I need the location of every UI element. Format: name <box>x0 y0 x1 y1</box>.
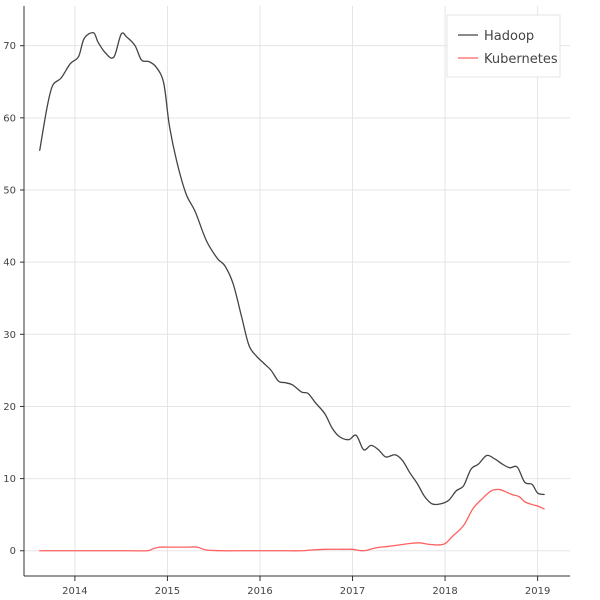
legend-box <box>446 14 561 78</box>
legend-label-kubernetes: Kubernetes <box>484 52 558 67</box>
x-tick-label: 2015 <box>155 586 180 597</box>
y-tick-label: 10 <box>3 474 16 485</box>
grid-lines <box>24 6 570 576</box>
series-line-hadoop <box>39 31 545 506</box>
y-tick-label: 40 <box>3 258 16 269</box>
y-tick-label: 70 <box>3 41 16 52</box>
axes <box>23 6 570 577</box>
x-axis-ticks: 2014 2015 2016 2017 2018 2019 <box>62 576 550 597</box>
y-tick-label: 30 <box>3 330 16 341</box>
y-tick-label: 60 <box>3 113 16 124</box>
y-tick-label: 20 <box>3 402 16 413</box>
x-tick-label: 2014 <box>62 586 87 597</box>
y-tick-label: 0 <box>10 546 16 557</box>
x-tick-label: 2016 <box>247 586 272 597</box>
y-axis-ticks: 0 10 20 30 40 50 60 70 <box>3 41 24 557</box>
series-line-kubernetes <box>39 488 545 552</box>
legend-label-hadoop: Hadoop <box>484 29 534 44</box>
x-tick-label: 2017 <box>340 586 365 597</box>
x-tick-label: 2018 <box>432 586 457 597</box>
x-tick-label: 2019 <box>525 586 550 597</box>
series-layer <box>39 31 545 552</box>
y-tick-label: 50 <box>3 185 16 196</box>
legend: Hadoop Kubernetes <box>446 14 561 78</box>
